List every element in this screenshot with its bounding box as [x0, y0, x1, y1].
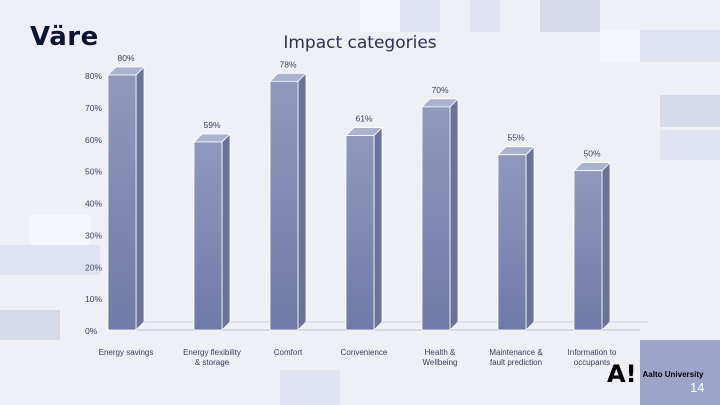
bar-value-label: 61%	[355, 114, 372, 124]
y-tick-label: 20%	[85, 262, 102, 272]
background-tile	[540, 0, 600, 32]
bar-side	[449, 97, 459, 331]
y-tick-label: 80%	[85, 71, 102, 81]
bar-value-label: 78%	[279, 59, 296, 69]
bar-side	[601, 161, 611, 331]
y-tick-label: 50%	[85, 167, 102, 177]
background-tile	[0, 245, 100, 275]
x-tick-label: Comfort	[274, 348, 303, 357]
vare-logo: Väre	[30, 22, 99, 52]
x-tick-label: Maintenance &	[489, 348, 543, 357]
background-tile	[640, 30, 720, 62]
bar-value-label: 80%	[117, 53, 134, 63]
bar-side	[525, 145, 535, 331]
y-tick-label: 70%	[85, 103, 102, 113]
bar-side	[135, 66, 145, 331]
x-tick-label: & storage	[195, 358, 230, 367]
background-tile	[30, 215, 90, 245]
bar-side	[373, 126, 383, 331]
background-tile	[280, 370, 340, 405]
background-tile	[660, 95, 720, 127]
y-tick-label: 60%	[85, 135, 102, 145]
x-tick-label: occupants	[574, 358, 610, 367]
bar	[497, 154, 527, 331]
x-tick-label: Energy flexibility	[183, 348, 241, 357]
bar-value-label: 70%	[431, 85, 448, 95]
background-tile	[640, 340, 720, 405]
y-tick-label: 10%	[85, 294, 102, 304]
x-tick-label: Health &	[425, 348, 456, 357]
background-tile	[660, 130, 720, 160]
bar-side	[221, 132, 231, 331]
y-tick-label: 0%	[85, 326, 98, 336]
aalto-name: Aalto University	[642, 369, 704, 379]
bar	[573, 170, 603, 331]
y-tick-label: 40%	[85, 199, 102, 209]
background-tile	[360, 0, 400, 32]
bar-value-label: 59%	[203, 120, 220, 130]
bar-side	[297, 72, 307, 331]
x-tick-label: Energy savings	[99, 348, 154, 357]
x-tick-label: Information to	[568, 348, 617, 357]
bar-value-label: 50%	[583, 149, 600, 159]
background-tile	[470, 0, 500, 32]
bar	[193, 141, 223, 331]
x-tick-label: fault prediction	[490, 358, 542, 367]
bar	[345, 135, 375, 331]
bar	[107, 74, 137, 331]
bar	[421, 106, 451, 331]
aalto-mark: A!	[607, 360, 637, 388]
background-tile	[600, 30, 640, 62]
bar	[269, 80, 299, 331]
bar-value-label: 55%	[507, 133, 524, 143]
aalto-logo: A! Aalto University	[607, 360, 703, 388]
chart-title: Impact categories	[283, 33, 437, 53]
y-tick-label: 30%	[85, 230, 102, 240]
x-tick-label: Wellbeing	[423, 358, 458, 367]
background-tile	[400, 0, 440, 32]
x-tick-label: Convenience	[341, 348, 388, 357]
page-number: 14	[690, 380, 705, 395]
background-tile	[0, 310, 60, 340]
